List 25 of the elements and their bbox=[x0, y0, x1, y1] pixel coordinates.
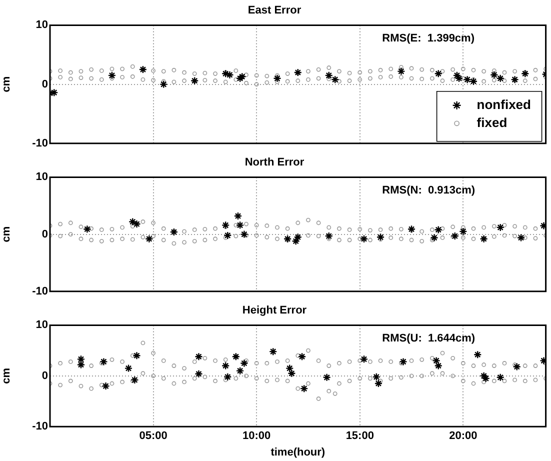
x-axis-title: time(hour) bbox=[270, 446, 326, 458]
annotation: RMS(N: 0.913cm) bbox=[382, 184, 476, 197]
y-tick-label: 10 bbox=[36, 171, 48, 184]
y-axis-title: cm bbox=[0, 368, 13, 384]
y-tick-label: -10 bbox=[32, 137, 48, 150]
y-tick-label: -10 bbox=[32, 420, 48, 433]
annotation: RMS(E: 1.399cm) bbox=[382, 32, 475, 45]
chart-title: East Error bbox=[248, 4, 302, 17]
annotation: RMS(U: 1.644cm) bbox=[382, 332, 476, 345]
x-tick-label: 15:00 bbox=[346, 430, 374, 442]
x-tick-label: 10:00 bbox=[242, 430, 271, 442]
y-tick-label: -10 bbox=[32, 285, 48, 298]
y-tick-label: 10 bbox=[36, 319, 48, 332]
y-tick-label: 0 bbox=[42, 228, 48, 240]
y-tick-label: 10 bbox=[36, 19, 48, 32]
x-tick-label: 05:00 bbox=[139, 430, 168, 442]
y-tick-label: 0 bbox=[42, 78, 48, 90]
legend-label: nonfixed bbox=[476, 96, 532, 112]
y-axis-title: cm bbox=[0, 76, 13, 92]
chart-title: North Error bbox=[244, 156, 305, 169]
y-tick-label: 0 bbox=[42, 370, 48, 382]
x-tick-label: 20:00 bbox=[449, 430, 478, 442]
y-axis-title: cm bbox=[0, 226, 13, 242]
chart-title: Height Error bbox=[242, 304, 308, 317]
legend-label: fixed bbox=[476, 114, 508, 130]
